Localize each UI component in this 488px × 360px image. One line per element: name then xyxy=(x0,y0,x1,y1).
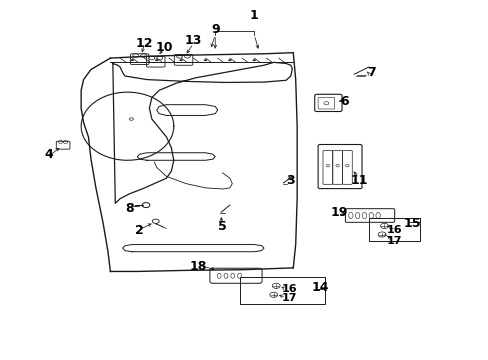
Text: 17: 17 xyxy=(386,236,402,246)
Bar xyxy=(368,218,419,241)
Text: 2: 2 xyxy=(135,224,144,237)
Text: 9: 9 xyxy=(210,23,219,36)
Bar xyxy=(239,277,325,304)
Text: 13: 13 xyxy=(184,33,202,47)
Ellipse shape xyxy=(252,59,255,61)
Text: 7: 7 xyxy=(366,66,375,79)
Text: 11: 11 xyxy=(349,174,367,186)
Text: 17: 17 xyxy=(281,293,297,303)
Text: 16: 16 xyxy=(281,284,297,294)
Text: 16: 16 xyxy=(386,225,402,235)
Text: 19: 19 xyxy=(330,206,347,219)
Ellipse shape xyxy=(228,59,231,61)
Text: 5: 5 xyxy=(218,220,226,233)
Text: 15: 15 xyxy=(403,216,421,230)
Text: 12: 12 xyxy=(136,37,153,50)
Text: 14: 14 xyxy=(311,281,328,294)
Ellipse shape xyxy=(155,59,158,61)
Text: 8: 8 xyxy=(125,202,134,215)
Text: 1: 1 xyxy=(249,9,258,22)
Ellipse shape xyxy=(179,59,182,61)
Text: 18: 18 xyxy=(189,260,206,273)
Text: 10: 10 xyxy=(155,41,172,54)
Text: 3: 3 xyxy=(286,174,295,186)
Text: 6: 6 xyxy=(340,95,348,108)
Ellipse shape xyxy=(203,59,206,61)
Text: 4: 4 xyxy=(44,148,53,161)
Ellipse shape xyxy=(131,59,134,61)
